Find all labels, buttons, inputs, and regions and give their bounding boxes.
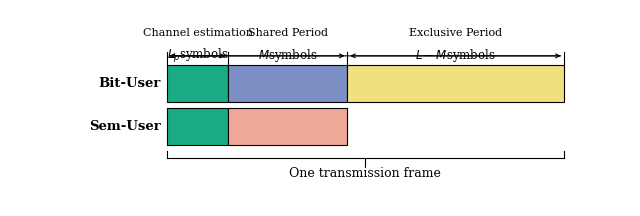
Text: Exclusive Period: Exclusive Period bbox=[409, 28, 502, 38]
Text: $L-M$symbols: $L-M$symbols bbox=[415, 47, 496, 64]
Bar bbox=[167, 108, 228, 145]
Text: Shared Period: Shared Period bbox=[248, 28, 328, 38]
Text: Channel estimation: Channel estimation bbox=[143, 28, 253, 38]
Text: Sem-User: Sem-User bbox=[89, 120, 161, 133]
Text: Bit-User: Bit-User bbox=[99, 77, 161, 90]
Text: One transmission frame: One transmission frame bbox=[289, 167, 441, 180]
Bar bbox=[228, 65, 348, 102]
Text: $L_p$symbols: $L_p$symbols bbox=[167, 47, 228, 65]
Bar bbox=[228, 108, 348, 145]
Bar bbox=[348, 65, 564, 102]
Text: $M$symbols: $M$symbols bbox=[258, 47, 317, 64]
Bar bbox=[167, 65, 228, 102]
